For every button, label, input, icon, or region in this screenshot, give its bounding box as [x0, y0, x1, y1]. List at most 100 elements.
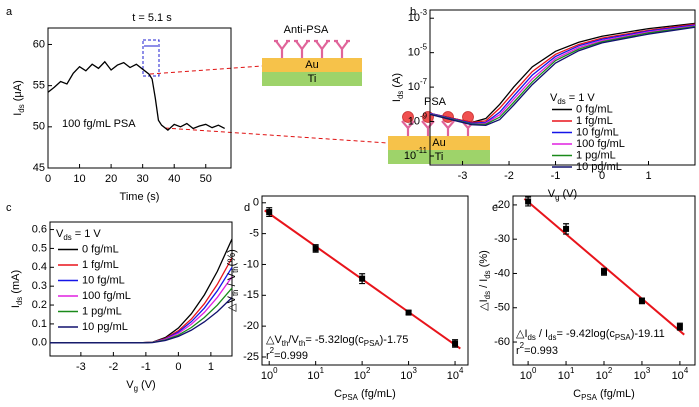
text-part: △V	[266, 334, 282, 346]
text-part: -11	[416, 146, 427, 155]
text-part: = -9.42log(c	[556, 328, 615, 340]
antibodies	[274, 39, 350, 58]
text-part: 4	[684, 366, 689, 375]
x-tick-label: 10	[73, 173, 85, 185]
x-tick-label: -3	[76, 361, 86, 373]
legend-label: 1 fg/mL	[82, 259, 119, 271]
text-part: PSA	[364, 339, 381, 348]
panel-letter: d	[244, 202, 250, 214]
y-tick-label: 55	[33, 80, 45, 92]
series-line	[429, 24, 696, 124]
text-part: I	[12, 113, 24, 116]
x-axis-label: CPSA (fg/mL)	[334, 388, 396, 402]
data-point	[676, 323, 683, 330]
plot-frame	[47, 27, 232, 169]
y-tick-label: -50	[494, 302, 510, 314]
x-tick-label: 101	[558, 366, 575, 382]
text-part: 3	[646, 366, 651, 375]
diagram-label: PSA	[424, 96, 447, 108]
text-part: g	[555, 193, 559, 202]
y-tick-label: 10-9	[408, 112, 428, 128]
y-tick-label: 0.6	[32, 223, 47, 235]
text-part: / V	[226, 272, 238, 289]
legend-label: 1 fg/mL	[576, 115, 613, 127]
text-part: (mA)	[10, 270, 22, 297]
text-part: r	[516, 345, 520, 357]
au-layer	[262, 58, 362, 72]
series-line	[429, 22, 696, 124]
x-tick-label: 102	[596, 366, 613, 382]
text-part: 2	[270, 346, 274, 355]
legend-label: 1 pg/mL	[576, 149, 616, 161]
text-part: V	[548, 188, 556, 200]
y-axis-label: Ids (mA)	[10, 270, 24, 308]
text-part: 3	[413, 366, 418, 375]
ti-layer	[388, 150, 490, 164]
text-part: th	[231, 289, 240, 296]
text-part: ds	[63, 233, 71, 242]
text-part: 10	[404, 150, 416, 162]
text-part: 10	[447, 370, 459, 382]
text-part: 10	[354, 370, 366, 382]
text-part: 1	[570, 366, 575, 375]
text-part: △I	[516, 328, 528, 340]
x-tick-label: 104	[447, 366, 464, 382]
text-part: = 1 V	[566, 92, 596, 104]
text-part: ds	[483, 270, 492, 278]
y-tick-label: 0.5	[32, 242, 47, 254]
y-tick-label: 0.4	[32, 261, 47, 273]
text-part: 10	[408, 12, 420, 24]
text-part: r	[266, 350, 270, 362]
data-point	[266, 209, 273, 216]
text-part: PSA	[342, 393, 359, 402]
x-tick-label: 104	[672, 366, 689, 382]
legend-label: 0 fg/mL	[82, 243, 119, 255]
text-part: -5	[420, 43, 428, 52]
x-tick-label: 20	[105, 173, 117, 185]
data-point	[312, 245, 319, 252]
text-part: ds	[548, 333, 556, 342]
x-tick-label: 50	[200, 173, 212, 185]
plot-frame	[49, 221, 233, 357]
x-tick-label: -1	[141, 361, 151, 373]
series-line	[50, 266, 233, 344]
data-point	[601, 268, 607, 275]
text-part: 10	[408, 115, 420, 127]
x-tick-label: -2	[108, 361, 118, 373]
x-tick-label: 103	[400, 366, 417, 382]
x-tick-label: 1	[645, 170, 651, 182]
text-part: g	[134, 384, 138, 393]
text-part: 10	[408, 81, 420, 93]
text-part: 10	[307, 370, 319, 382]
text-part: /V	[288, 334, 299, 346]
series-line	[50, 257, 233, 344]
text-part: -9	[420, 112, 428, 121]
text-part: V	[126, 379, 134, 391]
y-tick-label: 10-5	[408, 43, 428, 59]
y-axis-label: Ids (A)	[391, 73, 405, 102]
y-tick-label: 0	[253, 197, 259, 209]
x-tick-label: 0	[175, 361, 181, 373]
panel-letter: c	[6, 202, 12, 214]
fit-line	[523, 197, 685, 336]
text-part: th	[231, 266, 240, 273]
y-tick-label: -10	[243, 258, 259, 270]
text-part: I	[391, 99, 403, 102]
legend-label: 10 pg/mL	[576, 161, 622, 173]
text-part: PSA	[615, 333, 632, 342]
y-tick-label: 45	[33, 162, 45, 174]
x-tick-label: 0	[599, 170, 605, 182]
text-part: ds	[483, 291, 492, 299]
y-tick-label: 60	[33, 38, 45, 50]
text-part: 0	[273, 366, 278, 375]
text-part: ds	[528, 333, 536, 342]
text-part: -3	[420, 8, 428, 17]
text-part: C	[334, 388, 342, 400]
text-part: C	[573, 388, 581, 400]
text-part: (V)	[560, 188, 578, 200]
y-tick-label: -30	[494, 233, 510, 245]
text-part: (%)	[226, 249, 238, 266]
annotation: t = 5.1 s	[132, 12, 172, 24]
text-part: V	[550, 92, 558, 104]
layer-label: Au	[432, 137, 445, 149]
